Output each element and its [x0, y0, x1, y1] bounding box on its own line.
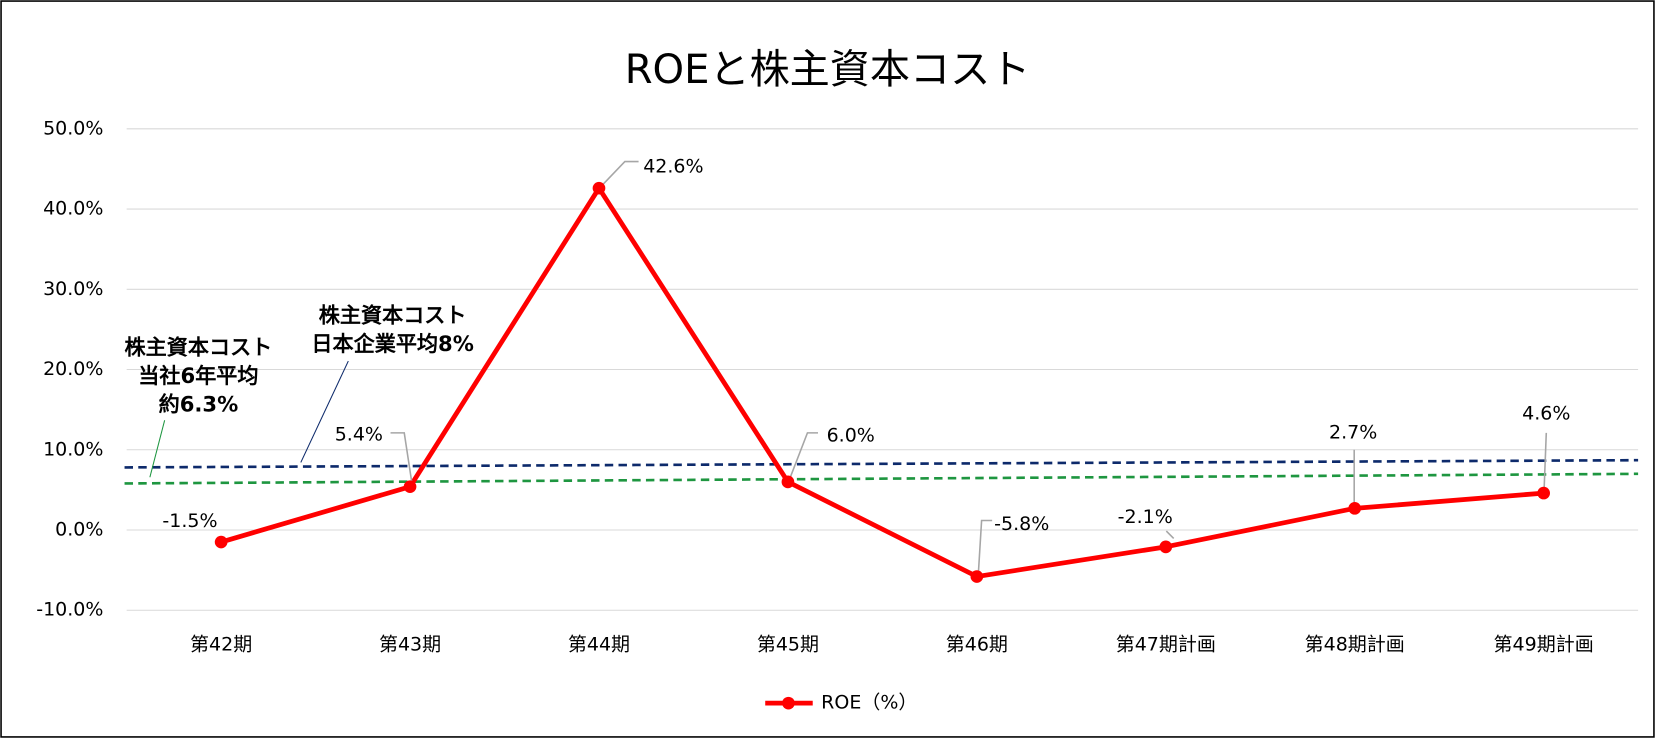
y-tick-label: 30.0%: [43, 278, 103, 300]
legend-label: ROE（%）: [821, 692, 917, 714]
label-leader: [1543, 432, 1548, 488]
data-label: 6.0%: [827, 425, 875, 447]
y-tick-label: 40.0%: [43, 198, 103, 220]
reference-line: [124, 472, 1639, 485]
point: [403, 480, 417, 494]
x-tick-label: 第42期: [190, 634, 252, 656]
point: [1348, 502, 1362, 515]
chart-title: ROEと株主資本コスト: [625, 47, 1031, 93]
x-tick-label: 第45期: [757, 634, 819, 656]
label-leader: [1165, 530, 1175, 540]
point: [592, 181, 606, 195]
annotation-leader: [149, 420, 166, 478]
point: [214, 535, 228, 549]
data-label: 5.4%: [335, 423, 383, 445]
label-leader: [788, 432, 819, 480]
y-tick-label: 0.0%: [55, 519, 103, 541]
annotation: 当社6年平均: [138, 363, 258, 388]
point: [1159, 540, 1173, 554]
label-leader: [977, 519, 993, 573]
y-tick-label: -10.0%: [36, 599, 103, 621]
data-label: 42.6%: [643, 155, 703, 177]
label-leader: [390, 432, 413, 482]
data-label: -2.1%: [1118, 506, 1173, 528]
data-label: 2.7%: [1329, 421, 1377, 443]
data-label: -1.5%: [162, 510, 217, 532]
data-label: -5.8%: [994, 513, 1049, 535]
y-tick-label: 50.0%: [43, 117, 103, 139]
x-tick-label: 第47期計画: [1116, 634, 1216, 656]
series-line: [220, 185, 1544, 579]
annotation: 株主資本コスト: [319, 303, 467, 328]
annotation: 約6.3%: [159, 391, 239, 416]
legend-marker: [782, 696, 795, 710]
x-tick-label: 第46期: [946, 634, 1008, 656]
x-tick-label: 第44期: [568, 634, 630, 656]
annotation: 日本企業平均8%: [311, 331, 473, 356]
point: [1537, 486, 1550, 500]
y-tick-label: 10.0%: [43, 438, 103, 460]
data-label: 4.6%: [1522, 402, 1570, 424]
point: [781, 475, 795, 489]
annotation: 株主資本コスト: [125, 334, 273, 359]
x-tick-label: 第43期: [379, 634, 441, 656]
annotation-leader: [300, 360, 349, 463]
x-tick-label: 第48期計画: [1305, 634, 1405, 656]
point: [970, 570, 984, 583]
y-tick-label: 20.0%: [43, 358, 103, 380]
reference-line: [124, 458, 1639, 469]
label-leader: [601, 160, 639, 187]
x-tick-label: 第49期計画: [1494, 634, 1594, 656]
